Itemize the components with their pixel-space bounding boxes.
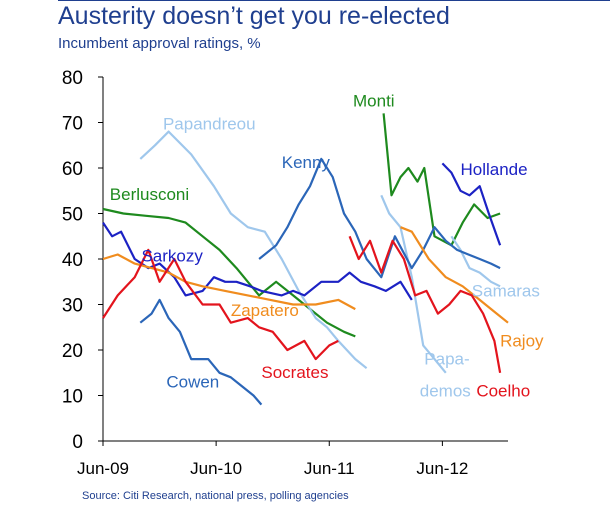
series-line-zapatero	[102, 253, 356, 311]
series-line-papa-demos	[380, 194, 447, 374]
chart-subtitle: Incumbent approval ratings, %	[58, 35, 261, 52]
x-tick-label: Jun-09	[77, 459, 129, 478]
y-tick-label: 40	[62, 250, 83, 271]
series-label-coelho: Coelho	[476, 381, 530, 400]
series-line-hollande	[441, 162, 502, 246]
series-label-hollande: Hollande	[460, 160, 527, 179]
top-border	[58, 0, 610, 1]
series-label-cowen: Cowen	[166, 372, 219, 391]
y-tick-label: 70	[62, 114, 83, 135]
series-line-socrates	[102, 248, 339, 361]
series-line-coelho	[348, 235, 502, 373]
series-label-monti: Monti	[353, 92, 395, 111]
y-tick-label: 20	[62, 341, 83, 362]
series-label-socrates: Socrates	[261, 363, 328, 382]
y-tick-label: 30	[62, 296, 83, 317]
series-line-rajoy	[400, 226, 509, 324]
y-tick-label: 50	[62, 205, 83, 226]
series-label-papa: Papa-	[424, 350, 469, 369]
series-line-berlusconi	[102, 207, 356, 338]
series-label-sarkozy: Sarkozy	[141, 246, 203, 265]
series-line-cowen	[139, 298, 263, 406]
series-line-papandreou	[139, 130, 368, 370]
chart-title: Austerity doesn’t get you re-elected	[58, 2, 450, 30]
source-note: Source: Citi Research, national press, p…	[82, 490, 349, 502]
series-label-berlusconi: Berlusconi	[110, 185, 189, 204]
y-tick-label: 10	[62, 387, 83, 408]
series-line-kenny	[258, 157, 501, 279]
series-line-samaras	[450, 235, 501, 288]
series-label-papandreou: Papandreou	[163, 114, 256, 133]
y-tick-label: 60	[62, 159, 83, 180]
series-label-samaras: Samaras	[472, 281, 540, 300]
y-tick-label: 80	[62, 68, 83, 89]
series-line-monti	[382, 113, 501, 247]
series-label-demos: demos	[420, 381, 471, 400]
series-label-rajoy: Rajoy	[500, 331, 544, 350]
series-label-kenny: Kenny	[282, 153, 331, 172]
x-tick-label: Jun-12	[416, 459, 468, 478]
x-tick-label: Jun-10	[190, 459, 242, 478]
x-tick-label: Jun-11	[304, 459, 355, 478]
series-label-zapatero: Zapatero	[231, 301, 299, 320]
y-tick-label: 0	[72, 432, 83, 453]
